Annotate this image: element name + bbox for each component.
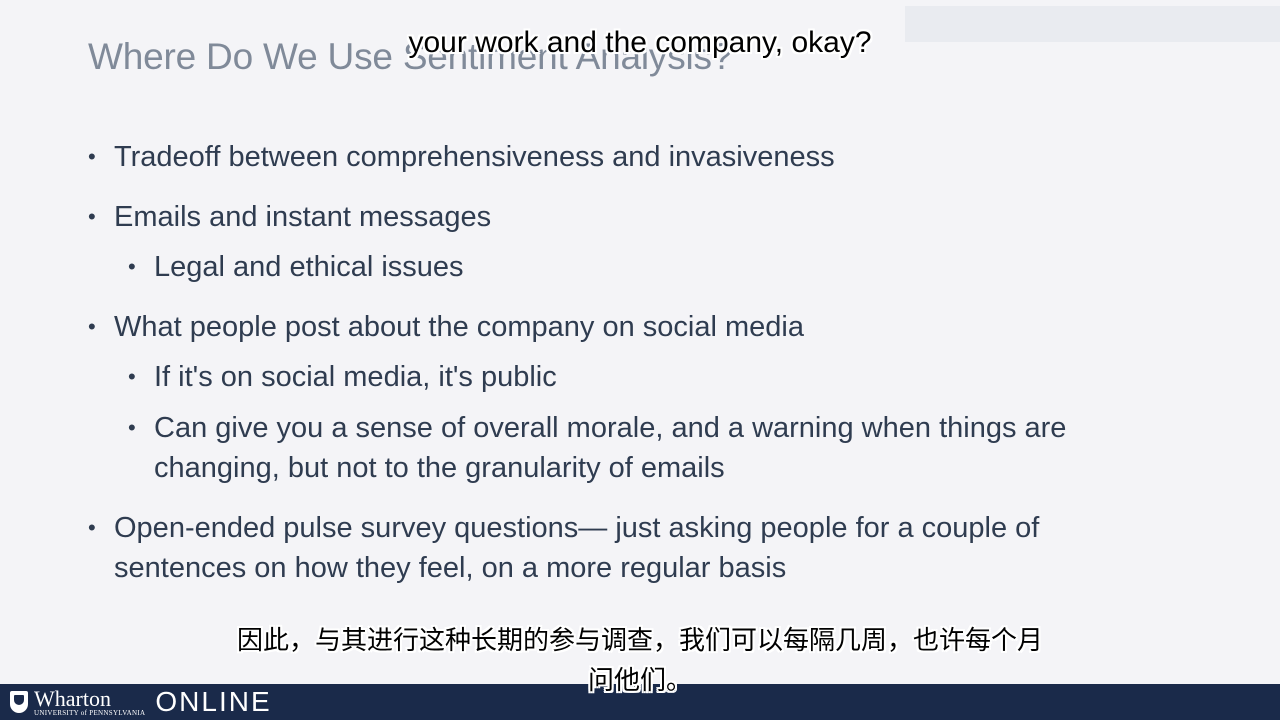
bullet-text: Can give you a sense of overall morale, …	[154, 412, 1067, 444]
bullet-text: Emails and instant messages	[114, 201, 492, 233]
english-caption: your work and the company, okay?	[408, 26, 872, 59]
bullet-text: What people post about the company on so…	[114, 311, 804, 343]
online-label: ONLINE	[155, 686, 272, 717]
bullet-dot: •	[88, 144, 96, 169]
bullet-dot: •	[128, 364, 136, 389]
caption-overlay-box	[905, 6, 1280, 42]
bullet-item: • Emails and instant messages	[88, 197, 492, 237]
bullet-text: Open-ended pulse survey questions— just …	[114, 512, 1040, 544]
bullet-dot: •	[88, 204, 96, 229]
bullet-text: sentences on how they feel, on a more re…	[114, 552, 787, 584]
bullet-text: If it's on social media, it's public	[154, 361, 557, 393]
sub-bullet-item: • Legal and ethical issues	[128, 247, 464, 287]
chinese-caption-line-1: 因此，与其进行这种长期的参与调查，我们可以每隔几周，也许每个月	[236, 626, 1043, 656]
bullet-text: changing, but not to the granularity of …	[154, 452, 725, 484]
bullet-dot: •	[128, 415, 136, 440]
bullet-dot: •	[88, 515, 96, 540]
bullet-item: • Open-ended pulse survey questions— jus…	[88, 508, 1040, 588]
brand-name: Wharton	[34, 685, 111, 711]
shield-icon	[10, 691, 28, 713]
bullet-item: • What people post about the company on …	[88, 307, 804, 347]
brand-text: Wharton UNIVERSITY of PENNSYLVANIA	[34, 685, 146, 717]
brand-subtitle: UNIVERSITY of PENNSYLVANIA	[34, 708, 146, 717]
bullet-dot: •	[128, 254, 136, 279]
slide-title: Where Do We Use Sentiment Analysis?	[88, 36, 733, 77]
sub-bullet-item: • If it's on social media, it's public	[128, 357, 557, 397]
wharton-logo: Wharton UNIVERSITY of PENNSYLVANIA ONLIN…	[10, 684, 272, 720]
footer-bar: Wharton UNIVERSITY of PENNSYLVANIA ONLIN…	[0, 684, 1280, 720]
chinese-caption-line-2: 问他们。	[587, 666, 692, 696]
bullet-text: Tradeoff between comprehensiveness and i…	[114, 141, 835, 173]
bullet-item: • Tradeoff between comprehensiveness and…	[88, 137, 835, 177]
bullet-text: Legal and ethical issues	[154, 251, 464, 283]
bullet-dot: •	[88, 314, 96, 339]
sub-bullet-item: • Can give you a sense of overall morale…	[128, 408, 1067, 488]
